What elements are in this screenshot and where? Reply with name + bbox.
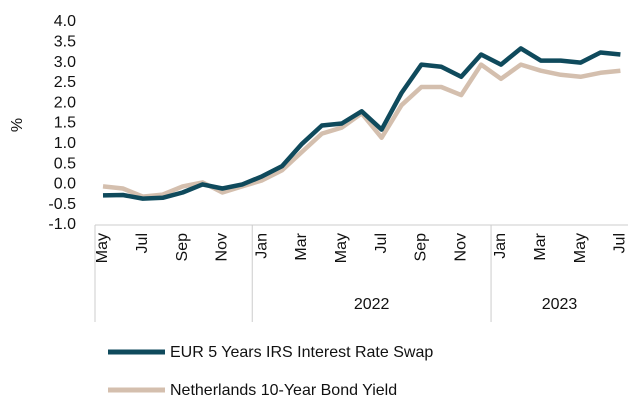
y-tick-label: 1.0 xyxy=(54,135,76,152)
x-tick-label: Mar xyxy=(293,232,310,260)
y-tick-label: 1.5 xyxy=(54,115,76,132)
y-tick-label: -1.0 xyxy=(48,216,76,233)
x-tick-label: Jul xyxy=(134,233,151,253)
y-tick-label: 4.0 xyxy=(54,13,76,30)
series-line xyxy=(102,62,621,199)
series-line xyxy=(102,46,621,201)
y-axis-label: % xyxy=(9,118,26,132)
y-tick-label: 0.0 xyxy=(54,176,76,193)
year-label: 2022 xyxy=(354,296,390,313)
x-tick-label: May xyxy=(572,233,589,263)
x-tick-label: Nov xyxy=(452,233,469,261)
x-tick-label: Nov xyxy=(214,233,231,261)
legend-label: Netherlands 10-Year Bond Yield xyxy=(170,382,397,399)
x-tick-label: Sep xyxy=(174,233,191,262)
y-tick-label: 2.5 xyxy=(54,74,76,91)
y-tick-label: -0.5 xyxy=(48,196,76,213)
x-tick-label: Jul xyxy=(612,233,628,253)
x-tick-label: Jul xyxy=(373,233,390,253)
y-tick-label: 0.5 xyxy=(54,155,76,172)
y-tick-label: 3.0 xyxy=(54,54,76,71)
x-tick-label: Jan xyxy=(253,233,270,259)
x-tick-label: Jan xyxy=(492,233,509,259)
y-tick-label: 3.5 xyxy=(54,34,76,51)
year-label: 2023 xyxy=(542,296,578,313)
x-tick-label: May xyxy=(333,233,350,263)
x-tick-label: May xyxy=(94,233,111,263)
y-tick-label: 2.0 xyxy=(54,94,76,111)
x-tick-label: Sep xyxy=(413,233,430,262)
x-tick-label: Mar xyxy=(532,232,549,260)
legend-label: EUR 5 Years IRS Interest Rate Swap xyxy=(170,344,433,361)
